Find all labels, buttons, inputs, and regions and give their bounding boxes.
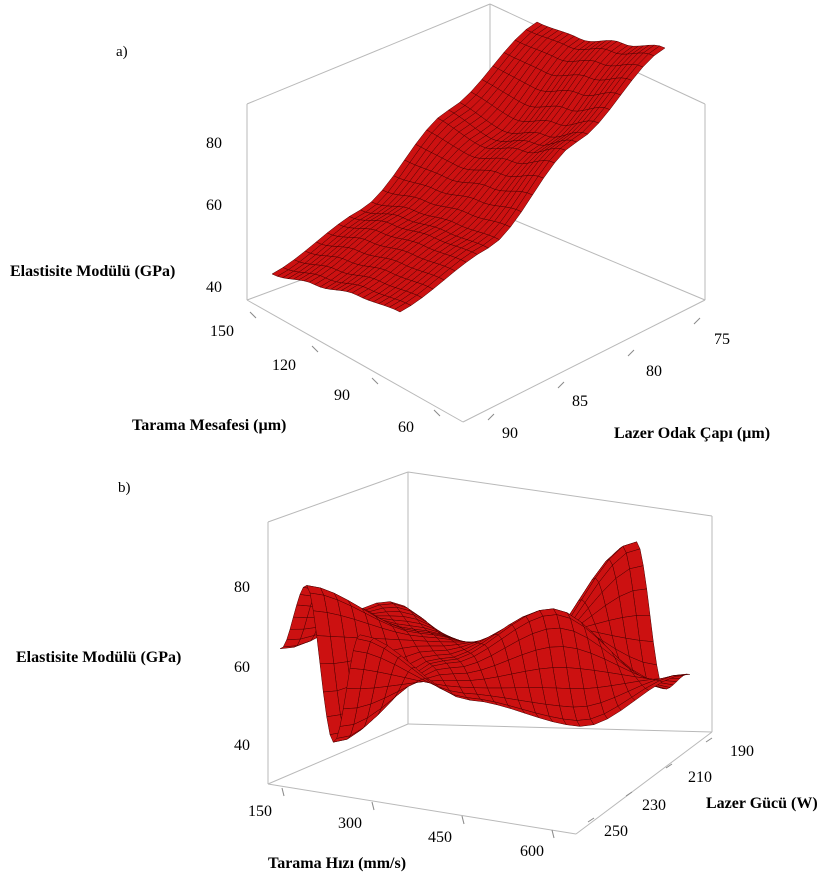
panel-label-b: b)	[118, 480, 131, 496]
surface-facet	[349, 650, 368, 670]
z-tick-80: 80	[206, 135, 222, 152]
x-tick-150: 150	[210, 323, 234, 340]
surface-facet	[394, 302, 412, 313]
chart-panel-a: a) 80 60 40 Elastisite Modülü (GPa) 150 …	[10, 3, 770, 442]
y-tick-210: 210	[688, 769, 712, 786]
surface-plot-b: b) 80 60 40 Elastisite Modülü (GPa) 150 …	[16, 471, 818, 872]
surface-facet	[319, 663, 338, 693]
z-axis-label: Elastisite Modülü (GPa)	[16, 649, 181, 666]
surface-facet	[323, 690, 341, 718]
z-tick-40: 40	[234, 737, 250, 754]
z-tick-60: 60	[234, 659, 250, 676]
y-tick-230: 230	[642, 797, 666, 814]
y-tick-75: 75	[714, 331, 730, 348]
x-axis-label: Tarama Hızı (mm/s)	[268, 855, 406, 872]
y-tick-80: 80	[646, 363, 662, 380]
x-tick-120: 120	[272, 357, 296, 374]
y-axis-label: Lazer Gücü (W)	[706, 795, 818, 812]
x-tick-450: 450	[428, 829, 452, 846]
z-tick-40: 40	[206, 279, 222, 296]
y-tick-90: 90	[502, 425, 518, 442]
surface-facet	[292, 604, 311, 618]
x-tick-60: 60	[398, 419, 414, 436]
chart-panel-b: b) 80 60 40 Elastisite Modülü (GPa) 150 …	[0, 462, 834, 874]
y-axis-label: Lazer Odak Çapı (µm)	[614, 425, 770, 442]
y-tick-85: 85	[572, 393, 588, 410]
surface-mesh-b	[279, 541, 691, 743]
x-tick-600: 600	[520, 843, 544, 860]
surface-mesh-a	[271, 21, 666, 313]
surface-plot-a: a) 80 60 40 Elastisite Modülü (GPa) 150 …	[10, 3, 770, 442]
x-tick-300: 300	[338, 815, 362, 832]
x-tick-150: 150	[248, 803, 272, 820]
surface-facet	[356, 634, 375, 642]
z-tick-80: 80	[234, 579, 250, 596]
z-axis-label: Elastisite Modülü (GPa)	[10, 263, 175, 280]
x-axis-label: Tarama Mesafesi (µm)	[132, 417, 286, 434]
z-tick-60: 60	[206, 197, 222, 214]
panel-label-a: a)	[116, 44, 128, 60]
y-tick-190: 190	[730, 743, 754, 760]
y-tick-250: 250	[604, 823, 628, 840]
x-tick-90: 90	[334, 387, 350, 404]
axis-box-b	[267, 471, 713, 835]
